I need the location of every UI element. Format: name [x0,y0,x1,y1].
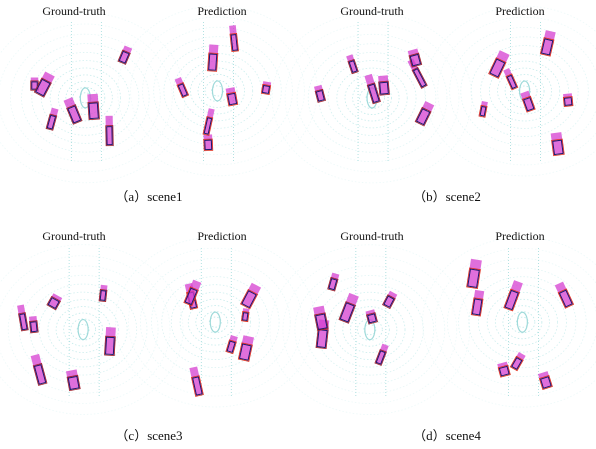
point-ring [131,17,305,165]
point-ring [140,258,290,385]
point-ring [0,24,172,172]
lidar-view [0,13,185,183]
point-ring [32,52,139,143]
lidar-view [0,245,183,415]
object-box [540,30,555,56]
ego-vehicle [517,312,527,332]
point-ring [58,75,112,121]
point-ring [326,292,414,367]
object-box [66,369,80,390]
object-box [497,362,510,378]
object-box [241,308,249,321]
point-ring [151,268,279,376]
point-ring [30,284,137,375]
object-box [510,352,525,371]
subfigure-caption: （d）scene4 [413,428,481,443]
point-ring [450,27,596,154]
subfigure-caption: （b）scene2 [413,189,481,204]
object-box [47,293,62,310]
point-ring [270,245,470,415]
point-ring [316,284,423,375]
object-box [555,282,574,309]
object-box [118,45,132,64]
object-box [226,87,238,106]
object-box [175,77,189,98]
figure: Ground-truth Prediction （a）scene1 Ground-tr… [0,0,596,449]
point-ring [495,299,549,345]
point-ring [71,319,96,340]
object-box [99,285,107,302]
point-ring [190,68,244,114]
view-title: Ground-truth [42,229,105,243]
object-box [105,116,113,146]
view-title: Ground-truth [42,4,105,18]
view-title: Ground-truth [340,229,403,243]
object-box [563,93,573,106]
lidar-view [423,237,596,407]
ego-vehicle [78,320,88,340]
subfigure-caption: （a）scene1 [115,189,182,204]
object-box [261,81,271,94]
view-title: Ground-truth [340,4,403,18]
object-box [328,273,340,291]
object-box [241,283,262,309]
point-ring [461,37,589,145]
object-box [314,85,326,103]
point-trail [31,354,47,385]
object-box [31,354,47,386]
object-box [203,134,212,150]
object-box [105,327,116,356]
object-box [479,101,488,117]
object-box [17,305,28,331]
object-box [226,335,238,354]
point-ring [510,312,535,333]
object-box [229,25,238,51]
object-box [87,94,99,120]
point-ring [471,46,578,137]
object-box [238,335,254,361]
object-box [46,108,58,131]
object-box [378,75,389,95]
view-title: Prediction [495,229,544,243]
object-box [64,97,82,124]
view-title: Prediction [495,4,544,18]
ego-vehicle [212,81,222,101]
point-trail [226,87,238,105]
object-box [383,291,398,309]
object-box [375,344,389,366]
point-ring [435,248,596,396]
object-box [551,132,565,156]
point-ring [438,17,596,165]
point-ring [196,306,235,339]
point-ring [203,312,228,333]
view-title: Prediction [197,229,246,243]
lidar-view [270,245,470,415]
ego-vehicle [210,312,220,332]
lidar-view [272,13,472,183]
point-ring [487,292,557,352]
object-box [189,366,203,396]
point-ring [503,306,542,339]
point-ring [478,285,566,360]
point-ring [182,61,252,121]
object-box [520,91,535,112]
point-ring [128,248,302,396]
object-box [471,290,484,316]
view-title: Prediction [197,4,246,18]
point-ring [56,307,110,353]
point-ring [10,34,160,161]
object-box [29,316,38,333]
point-ring [283,256,457,404]
object-box [467,259,482,289]
object-box [346,54,358,73]
object-box [203,108,215,135]
object-box [415,101,434,126]
point-ring [22,44,150,152]
lidar-view [425,6,596,176]
subfigure-caption: （c）scene3 [115,428,182,443]
object-box [538,371,552,389]
object-box [208,44,219,71]
point-ring [423,237,596,407]
